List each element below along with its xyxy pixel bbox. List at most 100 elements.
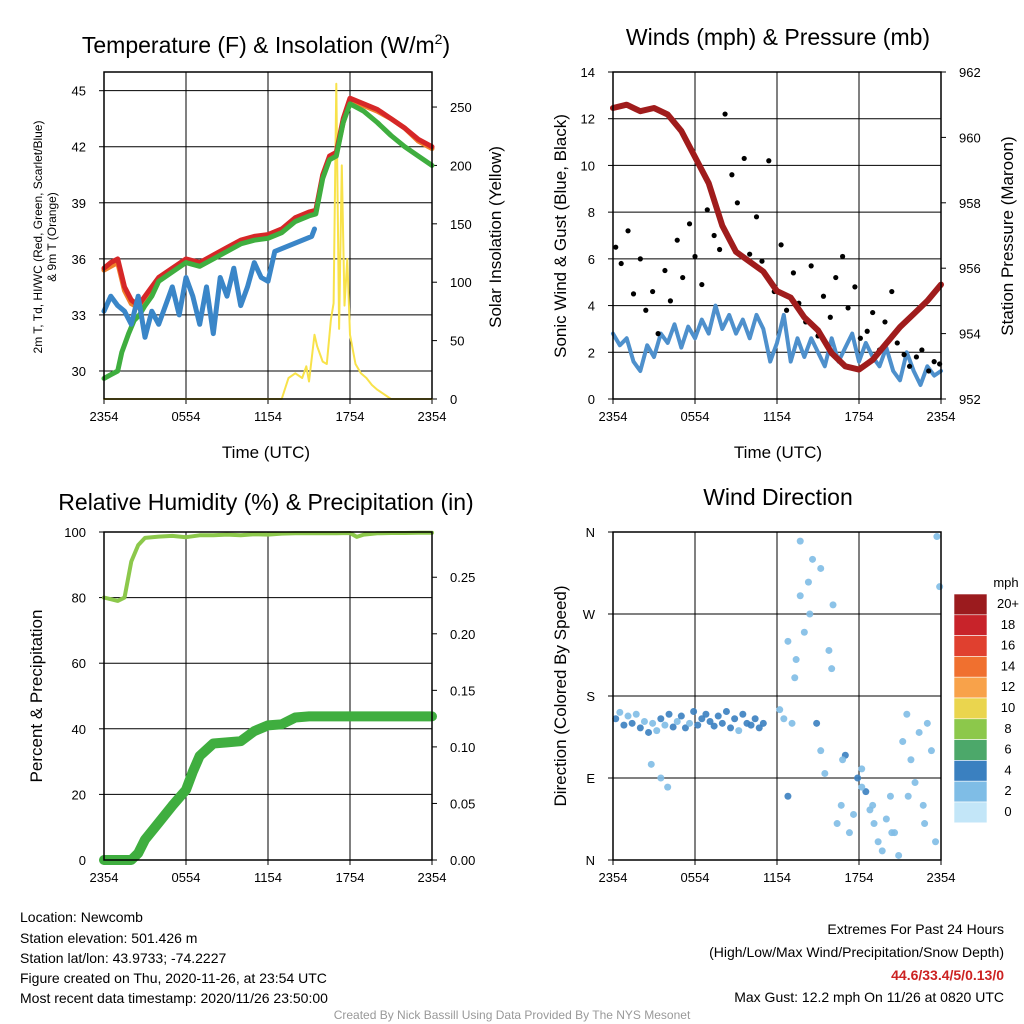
gust-point — [783, 307, 790, 313]
wind-direction-point — [817, 564, 825, 572]
temperature-title: Temperature (F) & Insolation (W/m2) — [82, 31, 450, 58]
wind-direction-point — [932, 838, 940, 846]
wind-direction-point — [837, 801, 845, 809]
wind-direction-point — [657, 774, 665, 782]
wind-direction-point — [869, 801, 877, 809]
wind-direction-point — [739, 710, 747, 718]
colorbar-swatch — [953, 718, 988, 740]
rh-y2-tick-label: 0.25 — [450, 570, 475, 585]
colorbar-label: 4 — [1004, 762, 1011, 777]
wind-direction-point — [645, 728, 653, 736]
gust-point — [845, 305, 851, 311]
temp-x-tick-label: 2354 — [418, 409, 447, 424]
extremes-summary: Extremes For Past 24 Hours (High/Low/Max… — [709, 921, 1004, 1005]
colorbar-label: 6 — [1004, 742, 1011, 757]
colorbar-swatch — [953, 614, 988, 636]
rh-y-tick-label: 40 — [72, 722, 86, 737]
humidity-panel: Relative Humidity (%) & Precipitation (i… — [27, 489, 475, 885]
gust-point — [662, 267, 668, 274]
temp-y2-tick-label: 0 — [450, 392, 457, 407]
gust-point — [894, 340, 900, 346]
wind-direction-point — [921, 820, 929, 828]
rh-x-tick-label: 1154 — [254, 870, 282, 885]
wind-direction-point — [636, 724, 644, 732]
gust-point — [747, 251, 753, 257]
wdir-grid — [608, 531, 942, 865]
wind-y-tick-label: 12 — [581, 112, 595, 127]
colorbar-swatch — [953, 593, 988, 616]
wind-direction-point — [850, 810, 858, 818]
station-info: Location: Newcomb Station elevation: 501… — [20, 909, 328, 1006]
gust-point — [906, 363, 913, 369]
colorbar-label: 20+ — [997, 596, 1019, 611]
gust-point — [650, 288, 656, 295]
wind-direction-point — [727, 724, 735, 732]
temp-y2-tick-label: 250 — [450, 100, 472, 115]
temp-x-tick-label: 1154 — [254, 409, 282, 424]
wind-y2-tick-label: 960 — [959, 130, 981, 145]
wind-y2-tick-label: 954 — [959, 327, 981, 342]
gust-point — [870, 309, 876, 316]
temperature-xlabel: Time (UTC) — [222, 443, 310, 462]
gust-point — [857, 335, 863, 341]
colorbar-swatch — [953, 739, 988, 761]
wind-direction-point — [669, 723, 677, 731]
gust-point — [680, 274, 686, 281]
wind-direction-point — [800, 628, 808, 636]
wind-direction-point — [714, 712, 722, 720]
colorbar-label: 12 — [1001, 679, 1015, 694]
wind-direction-point — [895, 851, 903, 859]
colorbar-swatch — [953, 760, 988, 782]
rh-x-tick-label: 0554 — [172, 870, 201, 885]
wind-direction-point — [933, 533, 941, 541]
temperature-series-dewpoint — [101, 101, 435, 381]
wind-x-tick-label: 1154 — [763, 409, 791, 424]
wind-direction-point — [806, 610, 814, 618]
wind-direction-point — [886, 792, 894, 800]
wind-direction-point — [710, 722, 718, 730]
elevation-text: Station elevation: 501.426 m — [20, 930, 197, 946]
temp-x-tick-label: 1754 — [336, 409, 365, 424]
wind-direction-point — [858, 765, 866, 773]
pressure-ylabel: Station Pressure (Maroon) — [998, 136, 1017, 335]
wind-direction-point — [616, 708, 624, 716]
wind-direction-point — [882, 815, 890, 823]
wind-direction-point — [640, 718, 648, 726]
temp-y2-tick-label: 150 — [450, 217, 472, 232]
temperature-series-insolation — [103, 82, 433, 400]
wind-direction-point — [829, 601, 837, 609]
wind-direction-point — [677, 712, 685, 720]
wind-direction-point — [686, 719, 694, 727]
rh-y-tick-label: 100 — [64, 525, 86, 540]
wind-direction-point — [661, 721, 669, 729]
wind-direction-point — [673, 718, 681, 726]
temp-y-tick-label: 42 — [72, 140, 86, 155]
rh-y2-tick-label: 0.15 — [450, 683, 475, 698]
temp-y2-tick-label: 50 — [450, 334, 464, 349]
extremes-values: 44.6/33.4/5/0.13/0 — [891, 967, 1004, 983]
wind-direction-point — [845, 829, 853, 837]
wind-direction-point — [903, 710, 911, 718]
wind-direction-point — [923, 719, 931, 727]
wind-xlabel: Time (UTC) — [734, 443, 822, 462]
temp-y-tick-label: 39 — [72, 196, 86, 211]
temp-y-tick-label: 36 — [72, 252, 86, 267]
wind-direction-point — [788, 719, 796, 727]
wind-direction-point — [694, 721, 702, 729]
gust-point — [919, 347, 925, 353]
pressure-series — [610, 101, 944, 373]
temp-y-tick-label: 33 — [72, 308, 86, 323]
wind-direction-point — [821, 769, 829, 777]
max-gust-text: Max Gust: 12.2 mph On 11/26 at 0820 UTC — [734, 989, 1004, 1005]
wind-x-tick-label: 1754 — [845, 409, 874, 424]
wind-y-tick-label: 10 — [581, 158, 595, 173]
wind-direction-point — [854, 774, 862, 782]
colorbar-swatch — [953, 801, 988, 824]
wind-y2-tick-label: 952 — [959, 392, 981, 407]
wind-direction-point — [899, 738, 907, 746]
wind-y-tick-label: 0 — [588, 392, 595, 407]
wind-direction-point — [825, 646, 833, 654]
gust-point — [625, 228, 631, 234]
gust-point — [833, 274, 839, 281]
